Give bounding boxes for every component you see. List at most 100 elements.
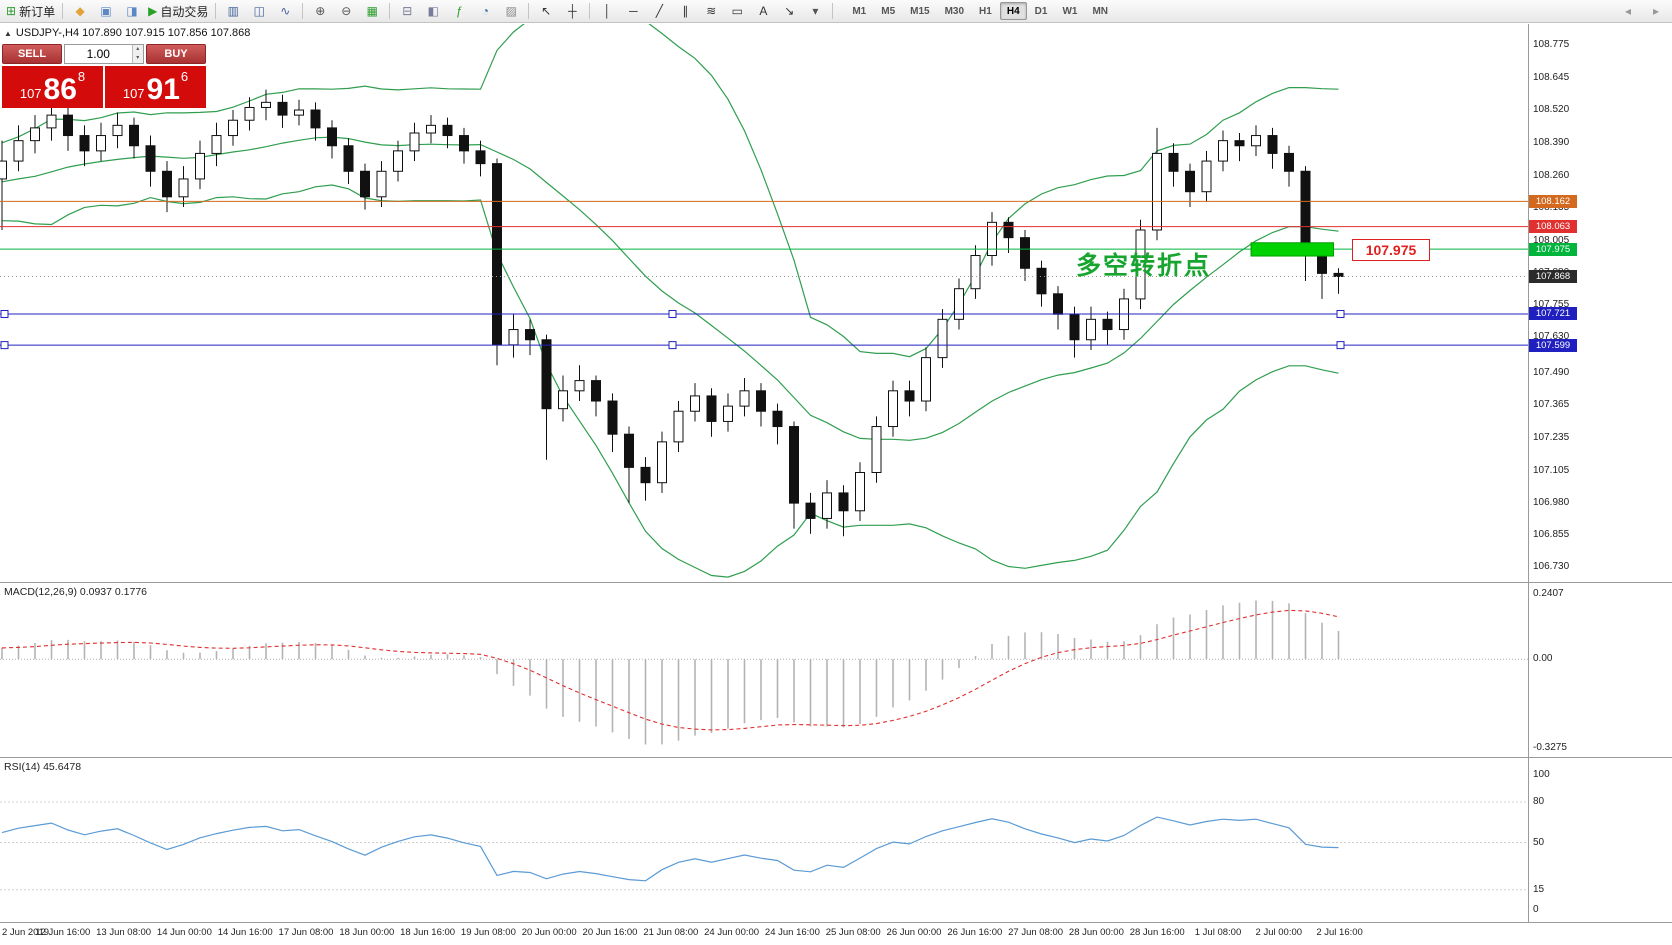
- chart-back-button[interactable]: ◂: [1615, 1, 1641, 21]
- new-order-button[interactable]: ⊞ 新订单: [3, 1, 58, 21]
- macd-histogram: [1, 600, 1340, 745]
- main-chart-panel[interactable]: [0, 0, 1528, 578]
- objects-dropdown-button[interactable]: ▾: [802, 1, 828, 21]
- candle-chart-button[interactable]: ◫: [246, 1, 272, 21]
- time-label: 18 Jun 00:00: [339, 927, 395, 938]
- zoom-out-button[interactable]: ⊖: [333, 1, 359, 21]
- line-chart-button[interactable]: ∿: [272, 1, 298, 21]
- buy-button[interactable]: BUY: [146, 44, 206, 64]
- time-label: 21 Jun 08:00: [643, 927, 699, 938]
- horizontal-line-tool-button[interactable]: ─: [620, 1, 646, 21]
- periods-button[interactable]: ◔: [472, 1, 498, 21]
- line-handle[interactable]: [0, 309, 9, 318]
- price-badge: 107.721: [1529, 307, 1577, 321]
- chart-forward-icon: ▸: [1652, 4, 1660, 18]
- trendline-tool-button[interactable]: ╱: [646, 1, 672, 21]
- sell-price-big: 86: [43, 73, 77, 106]
- vertical-line-tool-button[interactable]: │: [594, 1, 620, 21]
- panel-separator[interactable]: [0, 582, 1672, 583]
- chart-annotation-text[interactable]: 多空转折点: [1076, 252, 1212, 280]
- text-tool-icon: A: [759, 4, 768, 18]
- indicators-button[interactable]: ƒ: [446, 1, 472, 21]
- timeframe-mn[interactable]: MN: [1092, 5, 1108, 17]
- auto-arrange-button[interactable]: ▦: [359, 1, 385, 21]
- time-label: 2 Jun 2019: [2, 927, 50, 938]
- volume-spinner: ▴ ▾: [131, 45, 143, 63]
- buy-price-display[interactable]: 107 91 6: [105, 66, 206, 108]
- macd-panel[interactable]: [0, 600, 1528, 745]
- templates-button[interactable]: ▨: [498, 1, 524, 21]
- fibonacci-tool-button[interactable]: ≋: [698, 1, 724, 21]
- line-handle[interactable]: [0, 341, 9, 350]
- time-label: 2 Jul 16:00: [1316, 927, 1363, 938]
- channel-tool-button[interactable]: ∥: [672, 1, 698, 21]
- tile-vertical-icon: ◧: [427, 4, 439, 18]
- macd-label: MACD(12,26,9) 0.0937 0.1776: [4, 586, 148, 598]
- panel-separator[interactable]: [0, 757, 1672, 758]
- bollinger-band-middle: [1, 136, 1339, 441]
- timeframe-m15[interactable]: M15: [910, 5, 930, 17]
- indicators-icon: ƒ: [455, 4, 463, 18]
- chart-forward-button[interactable]: ▸: [1643, 1, 1669, 21]
- cursor-icon: ↖: [541, 4, 552, 18]
- timeframe-w1[interactable]: W1: [1062, 5, 1078, 17]
- buy-price-big: 91: [146, 73, 180, 106]
- metaeditor-button[interactable]: ◆: [67, 1, 93, 21]
- timeframe-m5[interactable]: M5: [881, 5, 896, 17]
- price-tick: 107.490: [1533, 366, 1570, 378]
- timeframe-h1[interactable]: H1: [979, 5, 992, 17]
- autotrading-button[interactable]: ▶ 自动交易: [145, 1, 211, 21]
- time-label: 18 Jun 16:00: [400, 927, 456, 938]
- autotrading-label: 自动交易: [160, 4, 209, 19]
- sell-button[interactable]: SELL: [2, 44, 62, 64]
- fibonacci-tool-icon: ≋: [706, 4, 717, 18]
- price-badge: 107.599: [1529, 338, 1577, 352]
- scale-separator: [1528, 24, 1529, 922]
- new-order-label: 新订单: [19, 4, 56, 19]
- shapes-tool-button[interactable]: ▭: [724, 1, 750, 21]
- time-label: 25 Jun 08:00: [825, 927, 881, 938]
- toolbar-separator: [62, 3, 64, 19]
- tile-horizontal-button[interactable]: ⊟: [394, 1, 420, 21]
- price-label-object[interactable]: 107.975: [1352, 239, 1430, 261]
- arrow-tool-button[interactable]: ↘: [776, 1, 802, 21]
- sell-price-pip: 8: [77, 69, 86, 84]
- time-axis[interactable]: 2 Jun 2019 12 Jun 16:00 13 Jun 08:00 14 Jun…: [0, 924, 1528, 945]
- time-label: 17 Jun 08:00: [278, 927, 334, 938]
- price-scale[interactable]: 108.775 108.645 108.520 108.390 108.260 108.1…: [1529, 0, 1672, 945]
- rsi-scale-tick: 100: [1533, 769, 1550, 780]
- volume-input[interactable]: [65, 45, 132, 63]
- timeframe-d1[interactable]: D1: [1034, 5, 1048, 17]
- time-label: 27 Jun 08:00: [1008, 927, 1064, 938]
- price-badge: 108.162: [1529, 194, 1577, 208]
- timeframe-m1[interactable]: M1: [852, 5, 867, 17]
- panel-separator[interactable]: [0, 922, 1672, 923]
- volume-up-button[interactable]: ▴: [132, 45, 143, 54]
- line-handle[interactable]: [668, 341, 677, 350]
- tile-vertical-button[interactable]: ◧: [420, 1, 446, 21]
- line-handle[interactable]: [1336, 341, 1345, 350]
- sell-price-display[interactable]: 107 86 8: [2, 66, 103, 108]
- zoom-in-button[interactable]: ⊕: [307, 1, 333, 21]
- data-window-button[interactable]: ◨: [119, 1, 145, 21]
- periods-icon: ◔: [481, 4, 489, 18]
- crosshair-button[interactable]: ┼: [559, 1, 585, 21]
- timeframe-m30[interactable]: M30: [944, 5, 965, 17]
- line-handle[interactable]: [1336, 309, 1345, 318]
- macd-scale-tick: 0.2407: [1533, 588, 1564, 599]
- price-tick: 108.390: [1533, 137, 1570, 149]
- timeframe-h4[interactable]: H4: [999, 2, 1027, 20]
- cursor-button[interactable]: ↖: [533, 1, 559, 21]
- bar-chart-button[interactable]: ▥: [220, 1, 246, 21]
- volume-down-button[interactable]: ▾: [132, 54, 143, 63]
- line-handle[interactable]: [668, 309, 677, 318]
- profiles-button[interactable]: ▣: [93, 1, 119, 21]
- text-tool-button[interactable]: A: [750, 1, 776, 21]
- bar-chart-icon: ▥: [227, 4, 239, 18]
- arrow-tool-icon: ↘: [784, 4, 795, 18]
- one-click-trading-panel: SELL ▴ ▾ BUY 107 86 8 107 91 6: [2, 44, 206, 108]
- rectangle-object[interactable]: [1250, 242, 1335, 257]
- time-label: 24 Jun 16:00: [764, 927, 820, 938]
- rsi-panel[interactable]: [0, 801, 1528, 891]
